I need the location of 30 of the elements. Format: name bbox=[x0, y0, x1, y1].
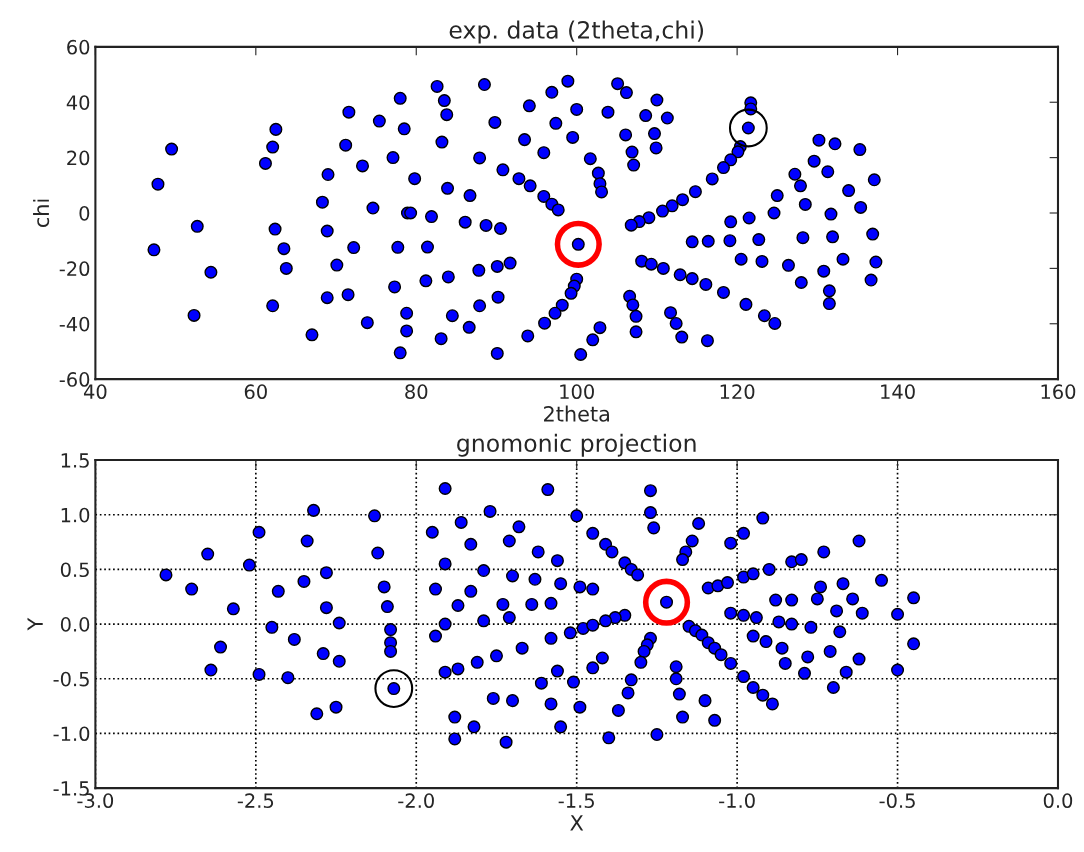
y-tick-label: -20 bbox=[59, 261, 90, 277]
chart-title: exp. data (2theta,chi) bbox=[449, 20, 704, 44]
x-tick-label: -1.0 bbox=[719, 793, 755, 809]
x-axis-title: X bbox=[570, 815, 584, 831]
y-tick-label: 0.0 bbox=[60, 617, 90, 632]
y-tick-label: 40 bbox=[66, 95, 90, 110]
x-tick-label: -2.5 bbox=[237, 793, 274, 809]
y-tick-label: -1.0 bbox=[53, 726, 90, 742]
x-tick-label: 160 bbox=[1041, 384, 1076, 400]
y-tick-label: 60 bbox=[67, 39, 90, 55]
y-tick-label: -40 bbox=[59, 316, 90, 332]
x-tick-label: 140 bbox=[881, 384, 915, 400]
y-tick-label: 1.5 bbox=[61, 453, 89, 468]
x-tick-label: -1.5 bbox=[558, 793, 594, 809]
y-tick-label: 20 bbox=[67, 150, 90, 166]
x-tick-label: 80 bbox=[405, 384, 428, 400]
y-axis-title: Y bbox=[27, 617, 43, 631]
x-tick-label: 60 bbox=[244, 384, 267, 400]
x-tick-label: -0.5 bbox=[879, 793, 915, 809]
y-tick-label: -0.5 bbox=[53, 671, 89, 687]
chart-title: gnomonic projection bbox=[457, 433, 696, 457]
y-axis-title: chi bbox=[33, 199, 50, 228]
y-tick-label: 1.0 bbox=[61, 507, 90, 523]
x-axis-title: 2theta bbox=[544, 405, 609, 422]
x-tick-label: -2.0 bbox=[398, 793, 434, 809]
x-tick-label: 100 bbox=[560, 384, 594, 400]
x-tick-label: 0.0 bbox=[1043, 793, 1073, 809]
y-tick-label: 0.5 bbox=[60, 562, 89, 578]
x-tick-label: 120 bbox=[720, 384, 755, 400]
y-tick-label: 0 bbox=[79, 205, 90, 221]
